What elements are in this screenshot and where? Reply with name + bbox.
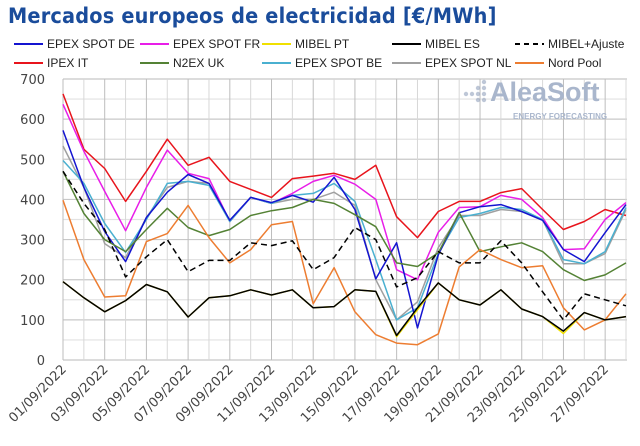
y-tick-label: 500 <box>20 153 45 168</box>
logo-dot <box>469 91 475 97</box>
y-tick-label: 400 <box>20 193 45 208</box>
logo-dot <box>481 79 487 85</box>
series-line-epex-spot-fr <box>62 103 627 281</box>
logo-brand-text: AleaSoft <box>490 77 600 107</box>
series-line-epex-spot-nl <box>62 145 627 321</box>
legend-label: Nord Pool <box>548 56 601 70</box>
series-line-nord-pool <box>62 199 627 346</box>
aleasoft-logo <box>463 79 487 103</box>
series-line-mibel-es <box>62 281 627 337</box>
series-line-n2ex-uk <box>62 170 627 282</box>
logo-dot <box>481 85 487 91</box>
logo-tagline-text: ENERGY FORECASTING <box>513 112 607 121</box>
logo-dot <box>481 91 487 97</box>
series-line-epex-spot-de <box>62 130 627 329</box>
y-tick-label: 700 <box>20 73 45 88</box>
logo-dot <box>475 85 481 91</box>
legend-label: EPEX SPOT FR <box>173 37 260 51</box>
legend-label: EPEX SPOT BE <box>295 56 382 70</box>
legend-label: EPEX SPOT DE <box>47 37 135 51</box>
series-line-ipex-it <box>62 93 627 239</box>
y-tick-label: 300 <box>20 234 45 249</box>
y-tick-label: 600 <box>20 113 45 128</box>
logo-dot <box>463 91 469 97</box>
legend-label: MIBEL PT <box>295 37 350 51</box>
legend-label: MIBEL+Ajuste <box>548 37 625 51</box>
y-tick-label: 200 <box>20 274 45 289</box>
legend-label: N2EX UK <box>173 56 224 70</box>
series-line-mibel-ajuste <box>62 170 627 321</box>
y-tick-label: 0 <box>37 354 45 369</box>
logo-dot <box>481 97 487 103</box>
chart-title: Mercados europeos de electricidad [€/MWh… <box>8 4 497 28</box>
legend-label: MIBEL ES <box>425 37 480 51</box>
logo-dot <box>475 97 481 103</box>
logo-dot <box>475 91 481 97</box>
legend-label: IPEX IT <box>47 56 89 70</box>
legend-label: EPEX SPOT NL <box>425 56 512 70</box>
y-tick-label: 100 <box>20 314 45 329</box>
